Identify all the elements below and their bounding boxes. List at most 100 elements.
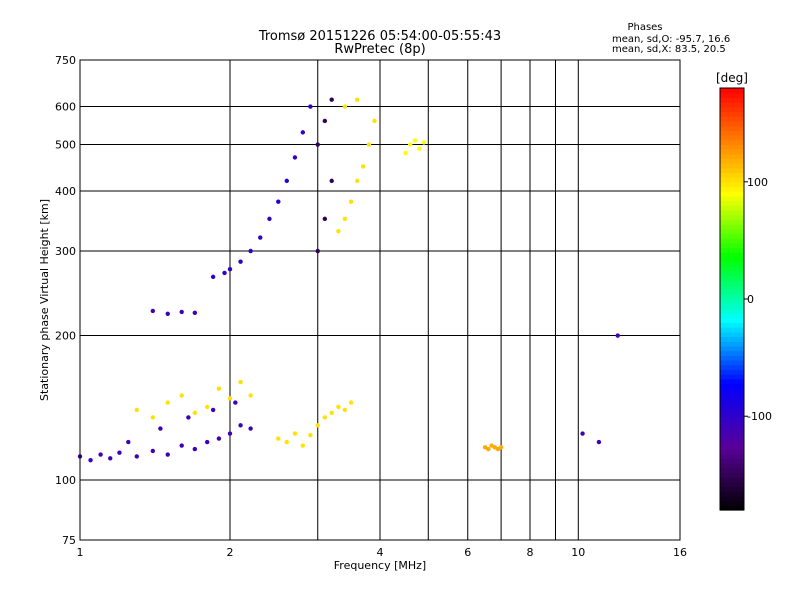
colorbar-segment <box>720 205 744 211</box>
axis-ticks: 1 2 4 6 8 10 16 75 100 200 300 400 500 600 750 <box>55 54 687 559</box>
colorbar-segment <box>720 223 744 230</box>
colorbar-segment <box>720 364 744 370</box>
data-point <box>267 216 272 222</box>
data-point <box>360 164 366 169</box>
data-point <box>336 228 341 234</box>
colorbar-segment <box>720 111 744 117</box>
data-point <box>165 400 170 405</box>
data-point <box>308 432 313 438</box>
y-tick-label: 400 <box>55 185 76 198</box>
colorbar-segment <box>720 102 744 108</box>
data-point <box>342 216 348 222</box>
colorbar-segment <box>720 299 744 305</box>
y-tick-label: 75 <box>62 534 76 547</box>
data-point <box>284 439 289 445</box>
colorbar-segment <box>720 256 744 263</box>
chart-subtitle: RwPretec (8p) <box>334 42 425 57</box>
data-point <box>580 431 585 436</box>
colorbar-segment <box>720 500 744 506</box>
colorbar-segment <box>720 294 744 300</box>
colorbar-segment <box>720 252 744 258</box>
data-point <box>134 407 139 413</box>
colorbar-segment <box>720 392 744 399</box>
colorbar-segment <box>720 313 744 319</box>
data-point <box>482 445 488 450</box>
colorbar-segment <box>720 106 744 113</box>
colorbar-segment <box>720 116 744 122</box>
colorbar-segment <box>720 228 744 234</box>
colorbar-segment <box>720 467 744 474</box>
x-tick-label: 2 <box>227 546 234 559</box>
data-point <box>150 308 156 314</box>
data-point <box>210 407 216 413</box>
x-tick-label: 16 <box>673 546 687 559</box>
colorbar-segment <box>720 481 744 488</box>
y-tick-label: 500 <box>55 139 76 152</box>
colorbar-segment <box>720 472 744 478</box>
colorbar-segment <box>720 266 744 272</box>
y-tick-label: 100 <box>55 474 76 487</box>
colorbar-segment <box>720 420 744 427</box>
colorbar-segment <box>720 130 744 136</box>
data-point <box>498 445 504 450</box>
data-point <box>329 97 334 102</box>
data-point <box>158 426 163 431</box>
colorbar-segment <box>720 158 744 164</box>
data-point <box>342 407 348 413</box>
colorbar-segment <box>720 195 744 202</box>
colorbar-segment <box>720 163 744 169</box>
stats-heading: Phases <box>627 22 662 33</box>
data-point <box>192 310 198 316</box>
data-point <box>292 431 298 436</box>
data-points <box>77 97 620 463</box>
data-point <box>216 386 222 391</box>
data-point <box>126 439 131 445</box>
data-point <box>258 235 263 240</box>
colorbar-segment <box>720 120 744 127</box>
data-point <box>238 379 243 385</box>
colorbar-segment <box>720 144 744 150</box>
colorbar-segment <box>720 449 744 455</box>
colorbar-segment <box>720 139 744 145</box>
data-point <box>329 410 334 416</box>
colorbar-segment <box>720 406 744 413</box>
data-point <box>322 415 328 420</box>
data-point <box>179 309 184 315</box>
colorbar-segment <box>720 397 744 403</box>
data-point <box>372 118 377 124</box>
data-point <box>108 456 113 461</box>
colorbar-segment <box>720 92 744 98</box>
colorbar-segment <box>720 463 744 469</box>
data-point <box>179 393 184 398</box>
colorbar-segment <box>720 247 744 253</box>
colorbar-segment <box>720 88 744 94</box>
data-point <box>348 400 354 405</box>
data-point <box>248 393 253 398</box>
data-point <box>117 450 122 455</box>
data-point <box>300 443 306 448</box>
colorbar-segment <box>720 388 744 394</box>
colorbar-segment <box>720 97 744 103</box>
colorbar-segment <box>720 374 744 380</box>
colorbar-segment <box>720 458 744 464</box>
colorbar-segment <box>720 284 744 291</box>
data-point <box>354 178 360 184</box>
data-point <box>227 266 233 272</box>
data-point <box>308 104 313 109</box>
colorbar-segment <box>720 209 744 216</box>
data-point <box>204 439 210 445</box>
y-axis-label: Stationary phase Virtual Height [km] <box>38 199 51 401</box>
data-point <box>134 454 139 459</box>
data-point <box>227 396 233 401</box>
colorbar-segment <box>720 134 744 141</box>
colorbar-segment <box>720 411 744 417</box>
data-point <box>342 104 348 109</box>
colorbar-segment <box>720 331 744 338</box>
data-point <box>227 431 233 436</box>
colorbar-segment <box>720 425 744 431</box>
stats-line-x: mean, sd,X: 83.5, 20.5 <box>612 44 726 55</box>
y-tick-label: 600 <box>55 101 76 114</box>
plot-frame <box>79 59 681 541</box>
data-point <box>300 130 306 135</box>
